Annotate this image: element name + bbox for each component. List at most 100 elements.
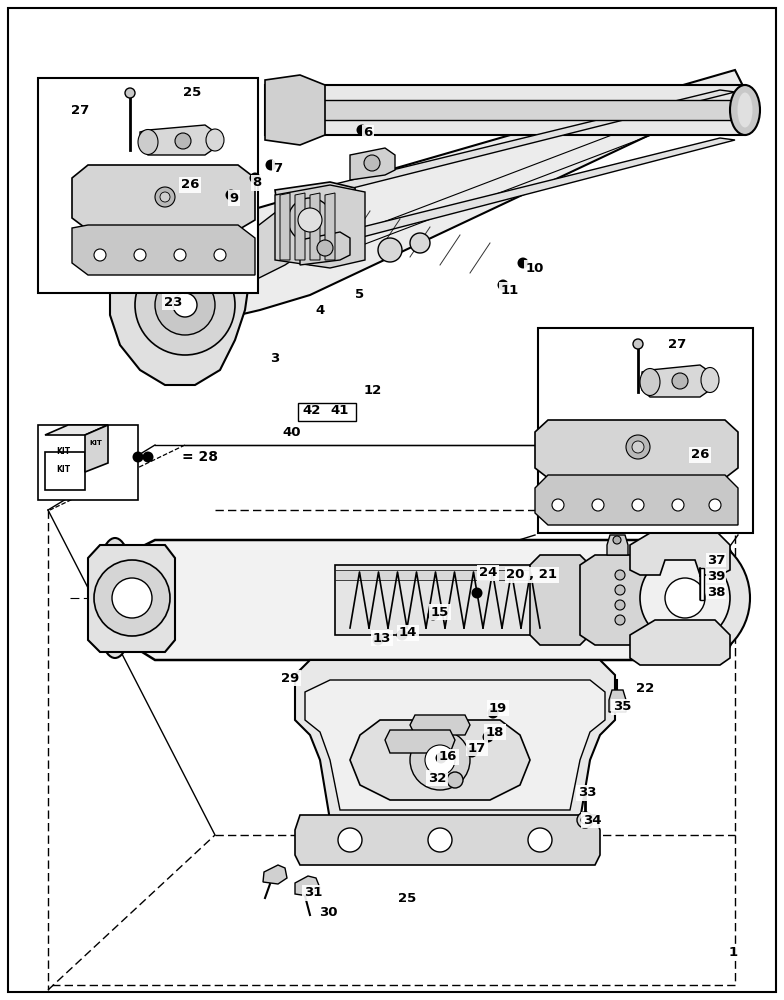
Text: 42: 42 <box>303 404 321 418</box>
Text: 4: 4 <box>315 304 325 316</box>
Circle shape <box>577 812 593 828</box>
Circle shape <box>471 587 482 598</box>
Circle shape <box>482 732 493 742</box>
Ellipse shape <box>95 538 135 658</box>
Text: 27: 27 <box>668 338 686 352</box>
Circle shape <box>134 249 146 261</box>
Text: 32: 32 <box>428 772 446 784</box>
Circle shape <box>615 585 625 595</box>
Circle shape <box>632 499 644 511</box>
Circle shape <box>581 816 589 824</box>
Circle shape <box>613 536 621 544</box>
Polygon shape <box>320 100 740 120</box>
Polygon shape <box>263 865 287 884</box>
Polygon shape <box>609 690 626 712</box>
Text: 25: 25 <box>397 892 416 904</box>
Text: 22: 22 <box>636 682 654 694</box>
Polygon shape <box>530 555 590 645</box>
Circle shape <box>317 240 333 256</box>
Polygon shape <box>350 720 530 800</box>
Polygon shape <box>72 165 255 230</box>
Circle shape <box>173 293 197 317</box>
Circle shape <box>143 452 154 462</box>
Ellipse shape <box>730 85 760 135</box>
Bar <box>38 425 138 500</box>
Circle shape <box>528 828 552 852</box>
Circle shape <box>626 435 650 459</box>
Circle shape <box>632 441 644 453</box>
Circle shape <box>672 499 684 511</box>
Polygon shape <box>140 228 230 265</box>
Text: 7: 7 <box>274 161 282 174</box>
Polygon shape <box>385 730 455 753</box>
Polygon shape <box>295 193 305 260</box>
Circle shape <box>357 124 368 135</box>
Ellipse shape <box>738 93 753 127</box>
Polygon shape <box>295 876 320 896</box>
Text: 30: 30 <box>319 906 337 920</box>
Text: 11: 11 <box>501 284 519 296</box>
Polygon shape <box>110 230 250 385</box>
Text: 23: 23 <box>164 296 182 308</box>
Polygon shape <box>300 232 350 265</box>
Text: 6: 6 <box>363 126 372 139</box>
Text: 1: 1 <box>728 946 738 960</box>
Ellipse shape <box>707 554 729 642</box>
Circle shape <box>364 155 380 171</box>
Text: 3: 3 <box>270 352 280 364</box>
Circle shape <box>517 257 528 268</box>
Circle shape <box>372 635 383 646</box>
Polygon shape <box>630 530 730 575</box>
Circle shape <box>633 339 643 349</box>
Polygon shape <box>535 420 738 478</box>
Text: 37: 37 <box>707 554 725 566</box>
Text: 16: 16 <box>439 750 457 764</box>
Text: 13: 13 <box>373 632 391 645</box>
Circle shape <box>226 190 237 200</box>
Circle shape <box>447 772 463 788</box>
Circle shape <box>155 275 215 335</box>
Ellipse shape <box>105 553 125 643</box>
Ellipse shape <box>206 129 224 151</box>
Circle shape <box>435 752 447 764</box>
Polygon shape <box>265 75 325 145</box>
Circle shape <box>620 533 750 663</box>
Circle shape <box>94 560 170 636</box>
Circle shape <box>640 553 730 643</box>
Circle shape <box>125 88 135 98</box>
Text: 20 , 21: 20 , 21 <box>506 568 557 582</box>
Circle shape <box>592 499 604 511</box>
Bar <box>38 78 258 293</box>
Circle shape <box>112 578 152 618</box>
Ellipse shape <box>640 368 660 395</box>
Ellipse shape <box>138 129 158 154</box>
Text: 39: 39 <box>707 570 725 582</box>
Bar <box>538 328 753 533</box>
Polygon shape <box>72 225 255 275</box>
Circle shape <box>249 172 260 184</box>
Text: 26: 26 <box>691 448 710 462</box>
Circle shape <box>488 708 499 718</box>
Text: KIT: KIT <box>56 448 70 456</box>
Text: 26: 26 <box>181 178 199 192</box>
Polygon shape <box>630 620 730 665</box>
Text: 41: 41 <box>331 404 349 418</box>
Circle shape <box>410 730 470 790</box>
Circle shape <box>615 615 625 625</box>
Circle shape <box>338 828 362 852</box>
Polygon shape <box>310 193 320 260</box>
Bar <box>298 403 356 421</box>
Circle shape <box>298 208 322 232</box>
Circle shape <box>174 249 186 261</box>
Text: 29: 29 <box>281 672 299 684</box>
Text: 14: 14 <box>399 626 417 640</box>
Circle shape <box>615 600 625 610</box>
Polygon shape <box>350 148 395 180</box>
Polygon shape <box>335 565 680 635</box>
Circle shape <box>410 233 430 253</box>
Circle shape <box>427 609 438 620</box>
Circle shape <box>665 578 705 618</box>
Polygon shape <box>115 540 720 660</box>
Circle shape <box>132 452 143 462</box>
Circle shape <box>160 192 170 202</box>
